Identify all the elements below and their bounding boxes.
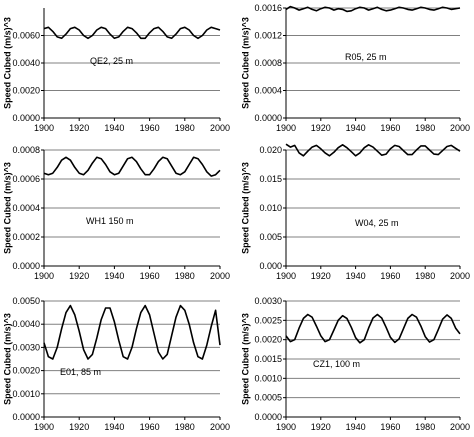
x-tick-label: 1960 — [140, 123, 160, 133]
y-axis-label: Speed Cubed (m/s)^3 — [2, 17, 12, 109]
y-tick-label: 0.0020 — [12, 86, 40, 96]
y-tick-label: 0.0040 — [12, 58, 40, 68]
y-axis-label: Speed Cubed (m/s)^3 — [240, 162, 250, 254]
series-line — [43, 26, 221, 40]
x-tick-label: 1980 — [175, 123, 195, 133]
panel-annotation: W04, 25 m — [355, 218, 399, 228]
x-tick-label: 1920 — [69, 271, 89, 281]
y-tick-label: 0.020 — [259, 145, 282, 155]
x-tick-label: 1920 — [311, 271, 331, 281]
x-tick-label: 1960 — [140, 422, 160, 432]
x-tick-label: 1940 — [346, 271, 366, 281]
y-tick-label: 0.0000 — [254, 113, 282, 123]
x-tick-label: 1940 — [104, 422, 124, 432]
y-tick-label: 0.0020 — [254, 335, 282, 345]
x-tick-label: 1900 — [34, 422, 54, 432]
x-tick-label: 1900 — [276, 422, 296, 432]
x-tick-label: 1960 — [140, 271, 160, 281]
panel-annotation: WH1 150 m — [86, 216, 134, 226]
series-line — [43, 304, 221, 360]
x-tick-label: 1940 — [104, 123, 124, 133]
x-tick-label: 1920 — [69, 123, 89, 133]
x-tick-label: 1920 — [69, 422, 89, 432]
x-tick-label: 1960 — [380, 422, 400, 432]
x-tick-label: 1960 — [380, 123, 400, 133]
x-tick-label: 1920 — [311, 123, 331, 133]
series-line — [43, 156, 221, 177]
y-tick-label: 0.0060 — [12, 31, 40, 41]
y-tick-label: 0.0016 — [254, 3, 282, 13]
x-tick-label: 1940 — [346, 123, 366, 133]
x-tick-label: 2000 — [210, 271, 230, 281]
y-tick-label: 0.0006 — [12, 174, 40, 184]
y-tick-label: 0.0000 — [254, 412, 282, 422]
y-tick-label: 0.0010 — [12, 389, 40, 399]
y-axis-label: Speed Cubed (m/s)^3 — [2, 162, 12, 254]
panel-annotation: E01, 85 m — [60, 367, 101, 377]
x-tick-label: 1900 — [34, 123, 54, 133]
x-tick-label: 1980 — [175, 422, 195, 432]
y-tick-label: 0.0030 — [254, 296, 282, 306]
y-tick-label: 0.010 — [259, 203, 282, 213]
panel-annotation: QE2, 25 m — [90, 56, 133, 66]
y-axis-label: Speed Cubed (m/s)^3 — [240, 17, 250, 109]
x-tick-label: 1920 — [311, 422, 331, 432]
y-tick-label: 0.015 — [259, 174, 282, 184]
y-tick-label: 0.0040 — [12, 319, 40, 329]
y-tick-label: 0.0030 — [12, 342, 40, 352]
series-line — [285, 313, 461, 344]
x-tick-label: 2000 — [210, 123, 230, 133]
y-tick-label: 0.0000 — [12, 412, 40, 422]
y-tick-label: 0.000 — [259, 261, 282, 271]
panel-annotation: CZ1, 100 m — [313, 359, 360, 369]
y-tick-label: 0.0025 — [254, 315, 282, 325]
x-tick-label: 1980 — [415, 271, 435, 281]
x-tick-label: 2000 — [450, 422, 470, 432]
x-tick-label: 1900 — [34, 271, 54, 281]
x-tick-label: 2000 — [450, 123, 470, 133]
x-tick-label: 1940 — [346, 422, 366, 432]
x-tick-label: 1940 — [104, 271, 124, 281]
y-tick-label: 0.0005 — [254, 393, 282, 403]
x-tick-label: 1980 — [415, 422, 435, 432]
x-tick-label: 1980 — [415, 123, 435, 133]
x-tick-label: 2000 — [210, 422, 230, 432]
y-tick-label: 0.0008 — [254, 58, 282, 68]
x-tick-label: 1980 — [175, 271, 195, 281]
x-tick-label: 1900 — [276, 271, 296, 281]
x-tick-label: 1960 — [380, 271, 400, 281]
y-tick-label: 0.0010 — [254, 373, 282, 383]
panel-annotation: R05, 25 m — [345, 52, 387, 62]
series-line — [285, 143, 461, 157]
y-tick-label: 0.0050 — [12, 296, 40, 306]
y-axis-label: Speed Cubed (m/s)^3 — [240, 313, 250, 405]
y-tick-label: 0.005 — [259, 232, 282, 242]
y-tick-label: 0.0000 — [12, 261, 40, 271]
y-tick-label: 0.0004 — [254, 86, 282, 96]
y-axis-label: Speed Cubed (m/s)^3 — [2, 313, 12, 405]
y-tick-label: 0.0020 — [12, 366, 40, 376]
y-tick-label: 0.0000 — [12, 113, 40, 123]
x-tick-label: 1900 — [276, 123, 296, 133]
y-tick-label: 0.0008 — [12, 145, 40, 155]
y-tick-label: 0.0002 — [12, 232, 40, 242]
y-tick-label: 0.0015 — [254, 354, 282, 364]
series-line — [285, 5, 461, 13]
y-tick-label: 0.0004 — [12, 203, 40, 213]
y-tick-label: 0.0012 — [254, 31, 282, 41]
x-tick-label: 2000 — [450, 271, 470, 281]
